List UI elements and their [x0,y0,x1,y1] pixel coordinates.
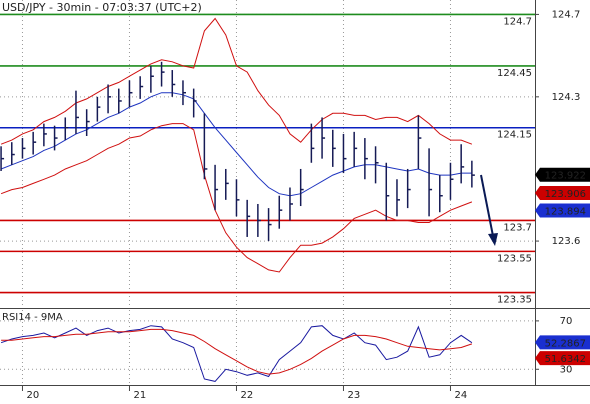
band-line [0,123,473,273]
level-label: 124.45 [497,68,532,79]
level-label: 124.15 [497,130,532,141]
level-label: 124.7 [503,16,532,27]
y-tick-label: 70 [560,316,573,327]
chart-title: USD/JPY - 30min - 07:03:37 (UTC+2) [2,1,202,14]
value-tag-label: 123.906 [545,189,586,200]
y-tick-label: 30 [560,364,573,375]
x-tick-label: 20 [26,390,39,401]
rsi-line [1,328,473,375]
value-tag [535,167,590,182]
x-tick-label: 21 [133,390,146,401]
band-line [0,17,473,145]
y-tick-label: 123.6 [552,236,581,247]
band-line [0,92,472,197]
arrow-head [488,233,498,246]
value-tag [535,203,590,218]
x-tick-label: 22 [240,390,253,401]
level-label: 123.7 [503,222,532,233]
level-label: 123.55 [497,253,532,264]
x-tick-label: 24 [454,390,467,401]
value-tag-label: 123.894 [545,206,586,217]
x-tick-label: 23 [347,390,360,401]
value-tag-label: 51.6342 [545,354,586,365]
rsi-line [0,325,473,382]
value-tag-label: 123.922 [545,171,586,182]
y-tick-label: 124.3 [552,92,581,103]
level-label: 123.35 [497,295,532,306]
value-tag [535,186,590,201]
arrow-shaft [480,174,494,237]
value-tag [535,351,590,366]
forecast-arrow [480,174,498,246]
value-tag [535,335,590,350]
value-tag-label: 52.2867 [545,338,586,349]
pane-title: RSI14 - 9MA [2,312,63,323]
y-tick-label: 124.7 [552,9,581,20]
